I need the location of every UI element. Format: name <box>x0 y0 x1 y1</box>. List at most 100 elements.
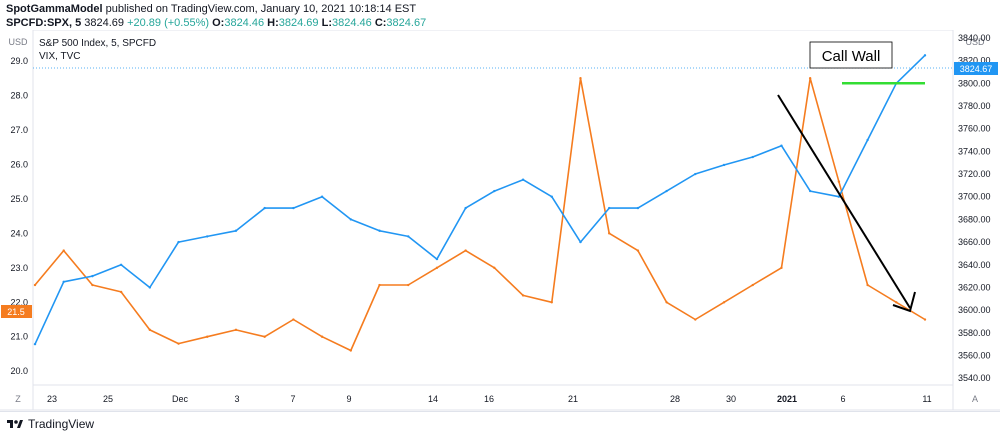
series-vix-point: Dec 16: 23 <box>493 266 496 270</box>
right-currency-label[interactable]: USD <box>965 37 985 47</box>
x-axis-tick: 25 <box>103 394 113 404</box>
series-spx-point: Nov 30: 3620 <box>148 286 152 289</box>
low-value: 3824.46 <box>331 17 372 29</box>
right-axis-tick: 3660.00 <box>958 237 991 247</box>
right-axis-tick: 3640.00 <box>958 260 991 270</box>
open-value: 3824.46 <box>224 17 265 29</box>
series-spx-point: Dec 14: 3645 <box>435 257 439 261</box>
right-axis-tick: 3620.00 <box>958 282 991 292</box>
series-vix-point: Dec 9: 20.6 <box>349 349 353 352</box>
vix-last-value: 21.5 <box>7 307 25 317</box>
left-axis-tick: 24.0 <box>10 228 28 238</box>
trend-arrow[interactable] <box>777 94 911 309</box>
right-axis-tick: 3840.00 <box>958 33 991 43</box>
series-vix-line[interactable] <box>34 77 926 352</box>
series-spx-point: Jan 6: 3750 <box>866 138 869 142</box>
legend-main[interactable]: S&P 500 Index, 5, SPCFD <box>39 38 156 49</box>
series-spx-point: Jan 4: 3705 <box>808 189 812 193</box>
call-wall-label-box[interactable] <box>809 41 893 69</box>
publisher-name[interactable]: SpotGammaModel <box>6 3 103 15</box>
low-label: L: <box>321 17 332 29</box>
publish-info: SpotGammaModel published on TradingView.… <box>6 3 416 15</box>
series-vix-point: Dec 21: 28.5 <box>579 77 582 80</box>
right-axis-tick: 3560.00 <box>958 351 991 361</box>
right-axis-tick: 3700.00 <box>958 192 991 202</box>
series-vix-point: Dec 18: 22 <box>550 301 553 304</box>
x-axis-tick: Dec <box>172 394 189 404</box>
series-vix-point: Dec 29: 22 <box>722 301 726 304</box>
series-vix-point: Dec 8: 21 <box>320 335 324 338</box>
series-spx-point: Dec 24: 3705 <box>665 189 668 193</box>
series-vix-point: Jan 7: 22 <box>895 301 898 304</box>
call-wall-label[interactable]: Call Wall <box>822 48 881 65</box>
series-spx-point: Dec 15: 3690 <box>464 206 467 210</box>
x-axis-tick: 7 <box>290 394 295 404</box>
series-vix-point: Jan 8: 21.5 <box>923 318 927 321</box>
footer: TradingView <box>0 411 1000 436</box>
series-vix-point: Dec 30: 22.5 <box>751 283 754 287</box>
x-axis-tick: 30 <box>726 394 736 404</box>
series-vix-point: Dec 2: 21 <box>206 335 209 338</box>
right-axis-tick: 3540.00 <box>958 373 991 383</box>
high-value: 3824.69 <box>278 17 319 29</box>
series-vix-point: Jan 6: 22.5 <box>866 283 869 287</box>
series-spx-point: Dec 3: 3670 <box>234 229 238 232</box>
series-spx-point: Nov 24: 3625 <box>62 280 65 283</box>
x-axis-tick: 16 <box>484 394 494 404</box>
series-vix-point: Nov 24: 23.5 <box>62 249 65 252</box>
auto-scale-button[interactable]: A <box>972 394 978 404</box>
series-vix-point: Jan 5: 25.5 <box>837 180 841 183</box>
series-vix-point: Nov 30: 21.2 <box>148 328 152 332</box>
series-spx-point: Dec 30: 3735 <box>751 155 754 159</box>
series-vix-point: Dec 7: 21.5 <box>292 318 295 321</box>
series-spx-point: Dec 4: 3690 <box>263 206 266 210</box>
left-currency-label[interactable]: USD <box>8 37 28 47</box>
zoom-button[interactable]: Z <box>15 394 21 404</box>
tradingview-logo[interactable]: TradingView <box>6 417 94 431</box>
chart[interactable]: USD USD S&P 500 Index, 5, SPCFD VIX, TVC… <box>0 30 1000 435</box>
series-spx-point: Nov 23: 3570 <box>33 342 37 346</box>
right-axis-tick: 3800.00 <box>958 78 991 88</box>
x-axis-tick: 28 <box>670 394 680 404</box>
right-axis-tick: 3720.00 <box>958 169 991 179</box>
series-vix-point: Dec 1: 20.8 <box>177 342 180 345</box>
x-axis-tick: 11 <box>922 394 931 404</box>
series-spx-line[interactable] <box>34 54 926 345</box>
ohlc-bar: SPCFD:SPX, 5 3824.69 +20.89 (+0.55%) O:3… <box>6 17 426 29</box>
series-vix-point: Dec 15: 23.5 <box>464 249 467 252</box>
spx-last-value: 3824.67 <box>960 64 993 74</box>
right-axis-tick: 3740.00 <box>958 146 991 156</box>
plot-area[interactable] <box>32 30 954 386</box>
x-axis-tick: 6 <box>840 394 845 404</box>
series-spx-point: Dec 10: 3670 <box>378 229 381 232</box>
series-spx-point: Dec 28: 3720 <box>694 172 697 176</box>
left-axis-tick: 28.0 <box>10 90 28 100</box>
series-spx-point: Dec 18: 3700 <box>550 195 553 198</box>
series-vix-point: Nov 27: 22.3 <box>119 290 123 294</box>
series-spx-point: Dec 11: 3665 <box>407 235 410 238</box>
published-text: published on TradingView.com, January 10… <box>105 3 417 15</box>
left-axis-tick: 23.0 <box>10 263 28 273</box>
series-spx-point: Dec 21: 3660 <box>579 240 582 244</box>
series-vix-point: Nov 25: 22.5 <box>91 283 94 287</box>
series-vix-point: Dec 28: 21.5 <box>694 318 697 321</box>
left-axis-tick: 21.0 <box>10 332 28 342</box>
right-axis-tick: 3780.00 <box>958 101 991 111</box>
series-vix-point: Dec 17: 22.2 <box>521 294 525 297</box>
series-vix-point: Dec 23: 23.5 <box>636 249 640 252</box>
last-price: 3824.69 <box>84 17 125 29</box>
arrow-head <box>892 291 916 313</box>
x-axis-tick: 21 <box>568 394 578 404</box>
left-axis-tick: 29.0 <box>10 56 28 66</box>
left-axis-tick: 22.0 <box>10 297 28 307</box>
series-spx-point: Dec 8: 3700 <box>320 195 324 198</box>
legend-secondary[interactable]: VIX, TVC <box>39 51 81 62</box>
series-spx-point: Jan 5: 3700 <box>837 195 841 198</box>
series-vix-point: Dec 10: 22.5 <box>378 283 381 287</box>
series-spx-point: Dec 2: 3665 <box>206 235 209 238</box>
series-spx-point: Dec 16: 3705 <box>493 189 496 193</box>
close-value: 3824.67 <box>386 17 427 29</box>
series-vix-point: Dec 14: 23 <box>435 266 439 270</box>
series-spx-point: Dec 17: 3715 <box>521 178 525 181</box>
left-axis-tick: 25.0 <box>10 194 28 204</box>
